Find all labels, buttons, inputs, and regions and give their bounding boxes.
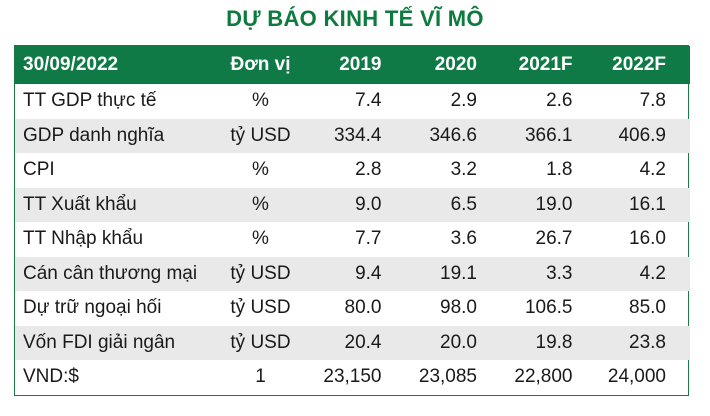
value-cell: 3.6 xyxy=(450,228,477,250)
value-cell: 20.0 xyxy=(440,331,477,353)
value-cell: 4.2 xyxy=(639,159,666,181)
value-cell: 19.0 xyxy=(535,193,573,215)
table-row: VND:$ 1 23,150 23,085 22,800 24,000 xyxy=(15,360,690,395)
value-cell: 80.0 xyxy=(344,297,382,319)
value-cell: 406.9 xyxy=(618,124,666,146)
row-label: TT GDP thực tế xyxy=(23,90,157,112)
row-label: GDP danh nghĩa xyxy=(23,124,165,146)
value-cell: 9.4 xyxy=(355,262,382,284)
header-date: 30/09/2022 xyxy=(23,54,119,75)
table-row: GDP danh nghĩa tỷ USD 334.4 346.6 366.1 … xyxy=(15,118,690,153)
value-cell: 19.1 xyxy=(440,262,477,284)
value-cell: 26.7 xyxy=(535,228,573,250)
value-cell: 23,150 xyxy=(323,366,382,388)
value-cell: 334.4 xyxy=(333,124,382,146)
table-row: TT GDP thực tế % 7.4 2.9 2.6 7.8 xyxy=(15,84,690,119)
table-row: Dự trữ ngoại hối tỷ USD 80.0 98.0 106.5 … xyxy=(15,291,690,326)
header-unit: Đơn vị xyxy=(230,54,291,75)
row-label: Cán cân thương mại xyxy=(23,262,198,284)
value-cell: 16.0 xyxy=(629,228,666,250)
header-year-2020: 2020 xyxy=(434,54,477,75)
header-year-2019: 2019 xyxy=(339,54,382,75)
row-unit: tỷ USD xyxy=(230,124,291,146)
row-unit: 1 xyxy=(255,366,266,388)
row-label: Dự trữ ngoại hối xyxy=(23,297,162,319)
value-cell: 346.6 xyxy=(429,124,477,146)
row-label: TT Nhập khẩu xyxy=(23,228,144,250)
table-row: CPI % 2.8 3.2 1.8 4.2 xyxy=(15,153,690,188)
value-cell: 22,800 xyxy=(514,366,573,388)
row-unit: tỷ USD xyxy=(230,331,291,353)
row-unit: % xyxy=(252,159,269,181)
value-cell: 2.9 xyxy=(450,90,477,112)
value-cell: 23.8 xyxy=(629,331,666,353)
value-cell: 24,000 xyxy=(607,366,666,388)
value-cell: 85.0 xyxy=(629,297,666,319)
row-unit: % xyxy=(252,90,269,112)
header-year-2021f: 2021F xyxy=(518,54,573,75)
value-cell: 19.8 xyxy=(535,331,573,353)
value-cell: 7.7 xyxy=(355,228,382,250)
value-cell: 23,085 xyxy=(418,366,477,388)
value-cell: 3.3 xyxy=(546,262,573,284)
header-year-2022f: 2022F xyxy=(612,54,666,75)
value-cell: 98.0 xyxy=(440,297,477,319)
value-cell: 7.4 xyxy=(355,90,382,112)
value-cell: 106.5 xyxy=(524,297,573,319)
value-cell: 9.0 xyxy=(355,193,382,215)
value-cell: 1.8 xyxy=(546,159,573,181)
value-cell: 16.1 xyxy=(629,193,666,215)
table-row: Vốn FDI giải ngân tỷ USD 20.4 20.0 19.8 … xyxy=(15,325,690,360)
value-cell: 3.2 xyxy=(450,159,477,181)
row-label: CPI xyxy=(23,159,55,181)
table-row: Cán cân thương mại tỷ USD 9.4 19.1 3.3 4… xyxy=(15,256,690,291)
value-cell: 2.8 xyxy=(355,159,382,181)
value-cell: 366.1 xyxy=(524,124,573,146)
table-row: TT Xuất khẩu % 9.0 6.5 19.0 16.1 xyxy=(15,187,690,222)
macro-forecast-table: 30/09/2022 Đơn vị 2019 2020 2021F 2022F … xyxy=(14,45,690,396)
value-cell: 2.6 xyxy=(546,90,573,112)
value-cell: 6.5 xyxy=(450,193,477,215)
row-label: TT Xuất khẩu xyxy=(23,193,137,215)
page-title: DỰ BÁO KINH TẾ VĨ MÔ xyxy=(226,6,484,31)
table-row: TT Nhập khẩu % 7.7 3.6 26.7 16.0 xyxy=(15,222,690,257)
row-unit: % xyxy=(252,193,269,215)
row-label: Vốn FDI giải ngân xyxy=(23,331,176,353)
row-unit: % xyxy=(252,228,269,250)
row-unit: tỷ USD xyxy=(230,297,291,319)
value-cell: 20.4 xyxy=(344,331,382,353)
row-label: VND:$ xyxy=(23,366,79,388)
table-header-row: 30/09/2022 Đơn vị 2019 2020 2021F 2022F xyxy=(15,46,690,84)
value-cell: 7.8 xyxy=(639,90,666,112)
row-unit: tỷ USD xyxy=(230,262,291,284)
value-cell: 4.2 xyxy=(639,262,666,284)
